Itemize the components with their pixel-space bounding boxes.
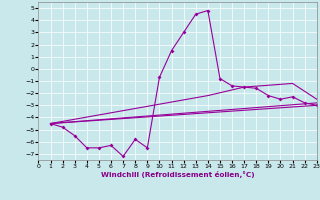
X-axis label: Windchill (Refroidissement éolien,°C): Windchill (Refroidissement éolien,°C)	[101, 171, 254, 178]
